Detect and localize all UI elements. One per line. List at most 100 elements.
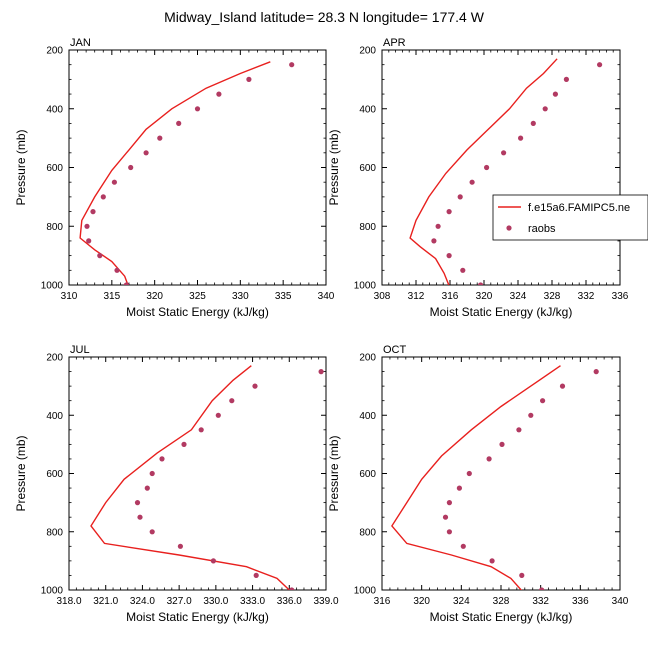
- x-tick-label-oct: 336: [572, 596, 589, 607]
- x-axis-label-apr: Moist Static Energy (kJ/kg): [430, 305, 573, 319]
- y-axis-label-jan: Pressure (mb): [14, 129, 28, 205]
- x-tick-label-jul: 336.0: [277, 596, 302, 607]
- plot-frame-jan: [68, 49, 327, 286]
- x-tick-label-apr: 316: [442, 291, 459, 302]
- y-tick-label-oct: 200: [359, 353, 376, 364]
- raobs-point-jan: [114, 267, 120, 273]
- panel-label-oct: OCT: [383, 344, 407, 356]
- x-tick-label-apr: 308: [374, 291, 391, 302]
- raobs-point-jan: [128, 164, 134, 171]
- chart-title: Midway_Island latitude= 28.3 N longitude…: [164, 9, 485, 25]
- y-tick-label-oct: 800: [359, 527, 376, 538]
- legend-raobs-label: raobs: [528, 223, 556, 235]
- raobs-point-jul: [181, 441, 187, 447]
- raobs-point-apr: [457, 194, 463, 200]
- raobs-point-oct: [489, 558, 495, 564]
- raobs-point-apr: [563, 76, 570, 82]
- legend-raobs-marker: [506, 225, 512, 231]
- raobs-point-jul: [215, 412, 221, 418]
- raobs-point-jul: [137, 514, 143, 520]
- raobs-point-jul: [198, 427, 204, 433]
- plot-frame-jul: [68, 356, 327, 591]
- panel-label-jul: JUL: [70, 344, 90, 356]
- y-tick-label-apr: 400: [359, 104, 376, 115]
- y-tick-label-jul: 800: [46, 527, 63, 538]
- raobs-point-apr: [460, 267, 466, 273]
- raobs-point-jan: [97, 253, 103, 259]
- x-tick-label-jul: 321.0: [93, 596, 118, 607]
- raobs-point-oct: [593, 369, 599, 375]
- model-series-line-apr: [409, 58, 558, 285]
- raobs-point-oct: [528, 412, 534, 418]
- raobs-point-oct: [446, 500, 452, 506]
- panel-jan: JAN 310 315 320 325 330 335 340 200 400 600 800 1000…: [14, 37, 335, 319]
- raobs-point-jan: [194, 106, 201, 112]
- x-tick-label-oct: 320: [413, 596, 430, 607]
- y-tick-label-apr: 800: [359, 222, 376, 233]
- y-tick-label-jan: 800: [46, 222, 63, 233]
- raobs-point-oct: [540, 398, 546, 404]
- panel-jul: JUL 318.0 321.0 324.0 327.0 330.0 333.0 336.0 33…: [14, 344, 339, 624]
- x-tick-label-jan: 325: [189, 291, 206, 302]
- x-tick-label-jan: 330: [232, 291, 249, 302]
- plot-frame-apr: [381, 49, 621, 286]
- x-tick-label-apr: 324: [510, 291, 527, 302]
- x-tick-label-oct: 324: [453, 596, 470, 607]
- y-tick-label-jan: 1000: [41, 281, 64, 292]
- raobs-point-apr: [552, 91, 559, 97]
- raobs-point-jul: [210, 558, 216, 564]
- raobs-point-jan: [289, 62, 295, 68]
- x-tick-label-apr: 328: [544, 291, 561, 302]
- y-tick-label-jan: 200: [46, 46, 63, 57]
- panel-label-jan: JAN: [70, 37, 91, 49]
- raobs-point-apr: [484, 164, 490, 171]
- y-axis-label-oct: Pressure (mb): [327, 435, 341, 511]
- raobs-point-jul: [149, 470, 155, 477]
- x-tick-label-jan: 315: [103, 291, 120, 302]
- y-tick-label-oct: 400: [359, 411, 376, 422]
- raobs-point-oct: [460, 543, 466, 549]
- raobs-point-jan: [176, 120, 182, 126]
- y-tick-label-jan: 600: [46, 163, 63, 174]
- y-tick-label-jul: 600: [46, 469, 63, 480]
- y-tick-label-apr: 600: [359, 163, 376, 174]
- raobs-point-apr: [530, 120, 536, 126]
- raobs-point-oct: [456, 485, 462, 491]
- raobs-point-jul: [159, 456, 165, 462]
- raobs-point-oct: [486, 456, 492, 462]
- x-tick-label-oct: 340: [612, 596, 629, 607]
- model-series-line-jan: [79, 61, 271, 285]
- raobs-point-jan: [123, 282, 129, 285]
- x-tick-label-jul: 318.0: [56, 596, 81, 607]
- raobs-point-jan: [111, 179, 117, 185]
- panel-label-apr: APR: [383, 37, 406, 49]
- raobs-point-jul: [229, 398, 235, 404]
- raobs-point-oct: [519, 572, 525, 579]
- raobs-point-apr: [435, 223, 441, 229]
- raobs-point-jan: [84, 223, 90, 229]
- raobs-point-apr: [469, 179, 475, 185]
- raobs-point-apr: [478, 282, 484, 285]
- y-tick-label-oct: 1000: [354, 586, 377, 597]
- x-tick-label-jan: 340: [318, 291, 335, 302]
- plot-frame-oct: [381, 356, 621, 591]
- raobs-point-apr: [501, 150, 507, 156]
- y-tick-label-oct: 600: [359, 469, 376, 480]
- y-axis-label-apr: Pressure (mb): [327, 129, 341, 205]
- raobs-point-jan: [90, 209, 96, 215]
- x-tick-label-jul: 339.0: [313, 596, 338, 607]
- raobs-point-jan: [100, 194, 106, 200]
- raobs-point-apr: [542, 106, 548, 112]
- y-tick-label-jul: 400: [46, 411, 63, 422]
- legend-model-label: f.e15a6.FAMIPC5.ne: [528, 202, 630, 214]
- x-tick-label-jul: 330.0: [203, 596, 228, 607]
- x-axis-label-jan: Moist Static Energy (kJ/kg): [126, 305, 269, 319]
- raobs-point-jul: [252, 383, 258, 389]
- raobs-point-jul: [177, 543, 183, 549]
- legend: f.e15a6.FAMIPC5.ne raobs: [492, 194, 648, 241]
- x-tick-label-oct: 332: [532, 596, 549, 607]
- raobs-point-apr: [446, 209, 452, 215]
- raobs-point-jul: [149, 529, 155, 535]
- x-tick-label-jan: 320: [146, 291, 163, 302]
